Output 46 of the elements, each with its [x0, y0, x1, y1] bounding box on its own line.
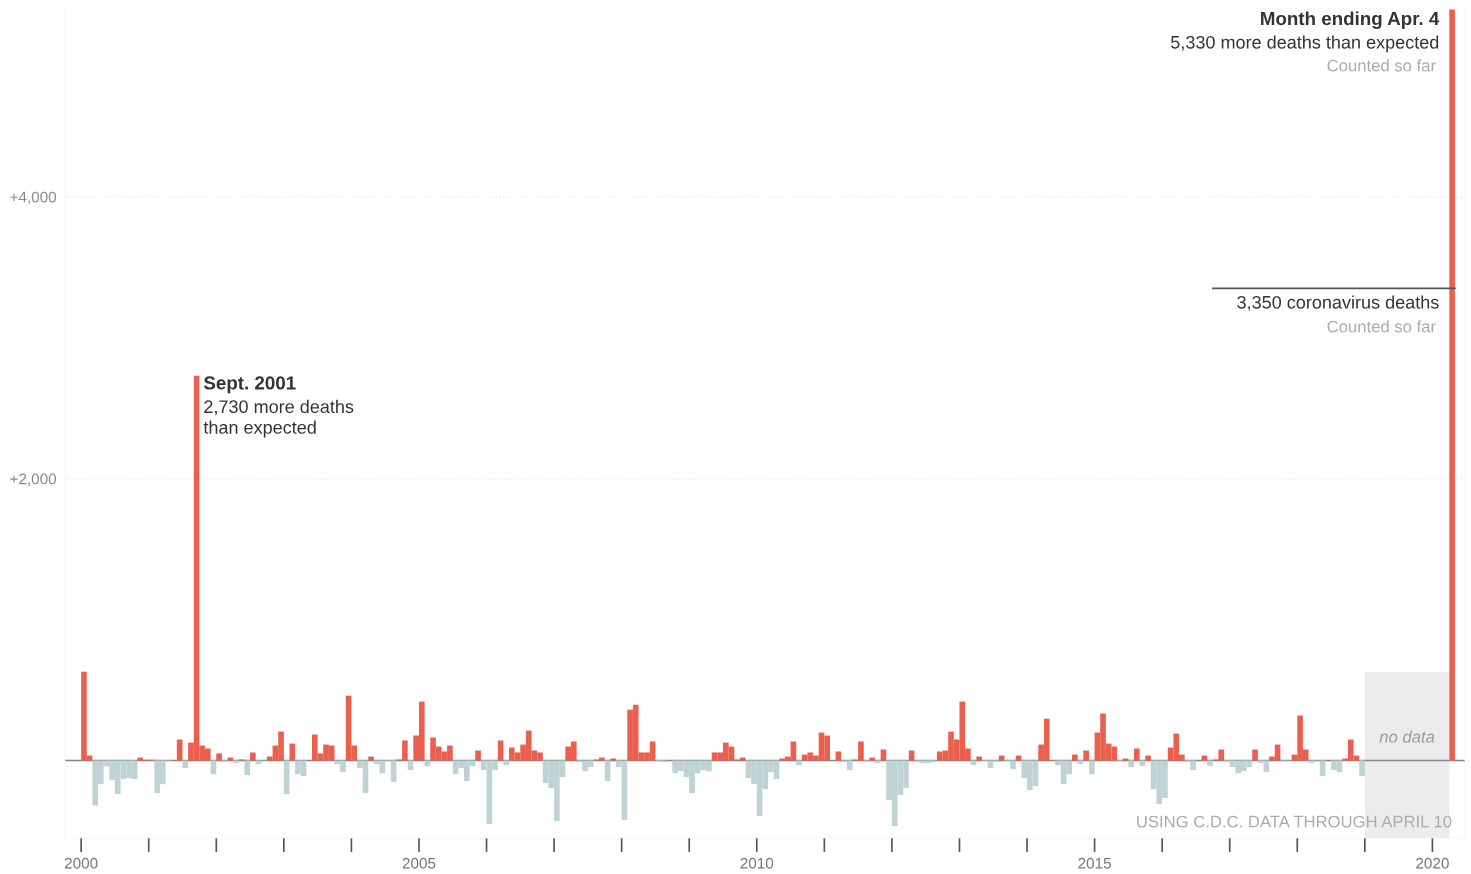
bar [182, 760, 189, 769]
bar [796, 760, 802, 766]
annotation: 3,350 coronavirus deaths [1237, 295, 1439, 311]
bar [1083, 750, 1089, 761]
bar [1072, 754, 1078, 761]
x-tick-label: 2010 [740, 857, 774, 869]
bar [1088, 760, 1095, 775]
bar [1207, 760, 1213, 767]
band-label: no data [1379, 730, 1435, 743]
bar [233, 760, 239, 764]
x-tick-label: 2005 [402, 857, 436, 869]
annotation: 5,330 more deaths than expected [1171, 35, 1439, 53]
annotation: Counted so far [1327, 320, 1436, 333]
bar [283, 760, 290, 795]
x-tick-label: 2000 [64, 857, 98, 869]
bar [1218, 749, 1225, 761]
bar [402, 740, 408, 761]
y-tick-label: +2,000 [10, 473, 57, 487]
bar [407, 760, 414, 771]
annotation: USING C.D.C. DATA THROUGH APRIL 10 [1137, 815, 1452, 828]
bar [1128, 760, 1134, 768]
bar [475, 750, 481, 761]
bar [244, 760, 251, 776]
annotation: Sept. 2001 [203, 376, 296, 394]
y-tick-label: +4,000 [10, 191, 57, 205]
x-tick-label: 2020 [1416, 857, 1449, 869]
bar [604, 760, 611, 782]
bar [503, 760, 510, 766]
bar [1077, 760, 1084, 765]
bar [289, 743, 296, 761]
bar [216, 753, 222, 761]
annotation: Month ending Apr. 4 [1261, 11, 1440, 29]
bar [1252, 749, 1258, 761]
bar [210, 760, 217, 775]
bar [1449, 9, 1455, 761]
bar [858, 741, 864, 761]
bar [424, 760, 431, 767]
bar [970, 760, 977, 766]
annotation: 2,730 more deaths than expected [203, 399, 354, 438]
bar [1359, 760, 1365, 777]
annotation: Counted so far [1327, 59, 1436, 72]
bar [1139, 760, 1146, 767]
x-tick-label: 2015 [1078, 857, 1111, 869]
bar [1134, 748, 1140, 761]
bar [250, 752, 256, 761]
bar [875, 760, 881, 764]
